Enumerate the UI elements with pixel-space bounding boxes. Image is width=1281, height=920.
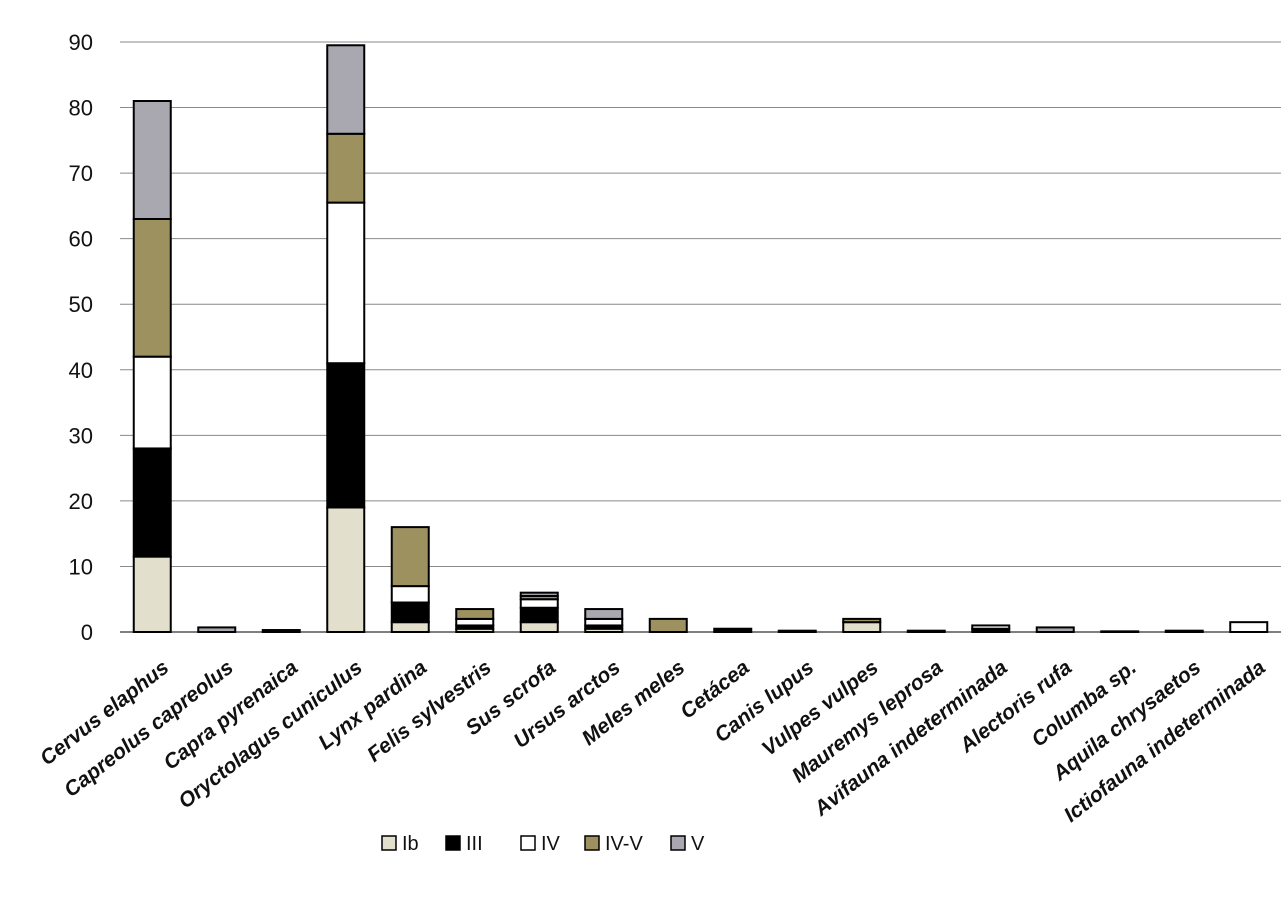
bar-segment-ib [326,506,366,634]
legend-label: Ib [402,833,419,855]
y-tick-label: 10 [69,554,93,579]
bar-segment-iv [326,201,366,365]
bar-segment-ib [390,621,430,634]
bar-segment-iv-v [390,526,430,588]
legend: Ib III IV IV-V V [381,833,705,855]
bar-segment-v [519,591,559,597]
legend-swatch [381,835,397,851]
legend-label: IV-V [605,833,643,855]
bar-segment-iii [326,362,366,509]
legend-swatch [584,835,600,851]
y-tick-label: 80 [69,96,93,121]
bar-segment-iii [390,601,430,624]
bars-group [132,44,1269,634]
y-axis: 0 10 20 30 40 50 60 70 80 90 [69,30,93,645]
bar-segment-iii [906,629,946,634]
legend-label: IV [541,833,561,855]
bar-segment-iv-v [455,608,495,620]
bar-segment-iv [971,624,1011,630]
legend-swatch [670,835,686,851]
bar-segment-iv [390,585,430,604]
y-tick-label: 0 [81,620,93,645]
y-tick-label: 20 [69,489,93,514]
legend-swatch [520,835,536,851]
bar-segment-v [197,626,237,634]
bar-segment-ib [132,555,172,633]
bar-segment-iv [519,598,559,609]
bar-segment-iv-v [132,218,172,358]
bar-segment-iv-v [648,617,688,634]
bar-segment-v [1100,630,1140,633]
y-tick-label: 30 [69,423,93,448]
bar-segment-v [132,100,172,220]
bar-segment-iii [261,629,301,633]
y-tick-label: 90 [69,30,93,55]
bar-segment-v [326,44,366,135]
bar-segment-ib [842,621,882,634]
y-tick-label: 60 [69,227,93,252]
bar-segment-iv [132,355,172,450]
y-tick-label: 40 [69,358,93,383]
bar-segment-iv-v [326,132,366,204]
x-tick-label: Alectoris rufa [955,656,1077,758]
bar-segment-iii [777,629,817,634]
legend-swatch [445,835,461,851]
legend-label: V [691,833,705,855]
bar-segment-ib [519,621,559,634]
bar-segment-v [1035,626,1075,634]
legend-label: III [466,833,483,855]
bar-segment-iii [1164,629,1204,634]
y-tick-label: 50 [69,292,93,317]
y-tick-label: 70 [69,161,93,186]
bar-segment-iv-v [842,617,882,624]
bar-segment-iii [519,606,559,624]
bar-segment-v [584,608,624,620]
bar-segment-iii [713,627,753,634]
bar-segment-iv [1229,621,1269,634]
gridlines [120,41,1281,633]
bar-segment-iii [132,447,172,558]
